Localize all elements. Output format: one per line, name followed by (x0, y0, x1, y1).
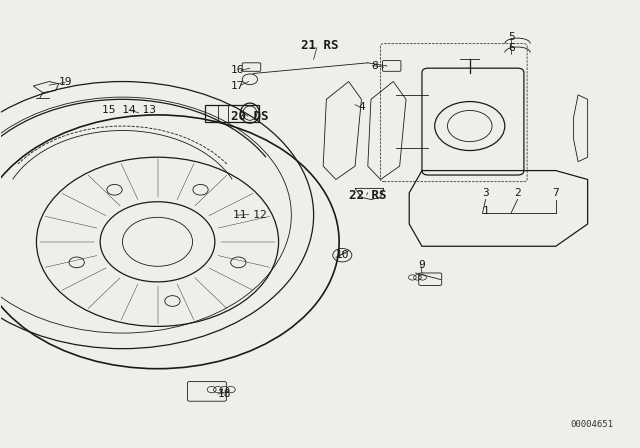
Text: 1: 1 (483, 206, 489, 215)
Text: 11 12: 11 12 (233, 210, 267, 220)
Text: 20 DS: 20 DS (231, 110, 269, 123)
Text: 19: 19 (58, 78, 72, 87)
Text: 5: 5 (508, 32, 515, 42)
Text: 00004651: 00004651 (570, 420, 613, 429)
Text: 7: 7 (552, 188, 559, 198)
Text: 6: 6 (508, 43, 515, 53)
Text: 9: 9 (419, 260, 426, 270)
Text: 10: 10 (335, 250, 349, 260)
Text: 18: 18 (218, 389, 231, 399)
Text: 16: 16 (230, 65, 244, 75)
Text: 8: 8 (371, 61, 378, 71)
Text: 4: 4 (358, 102, 365, 112)
Text: 17: 17 (230, 81, 244, 91)
Text: 22 RS: 22 RS (349, 189, 387, 202)
Text: 3: 3 (483, 188, 489, 198)
Text: 21 RS: 21 RS (301, 39, 339, 52)
Text: 15 14 13: 15 14 13 (102, 105, 156, 116)
Text: 2: 2 (514, 188, 521, 198)
